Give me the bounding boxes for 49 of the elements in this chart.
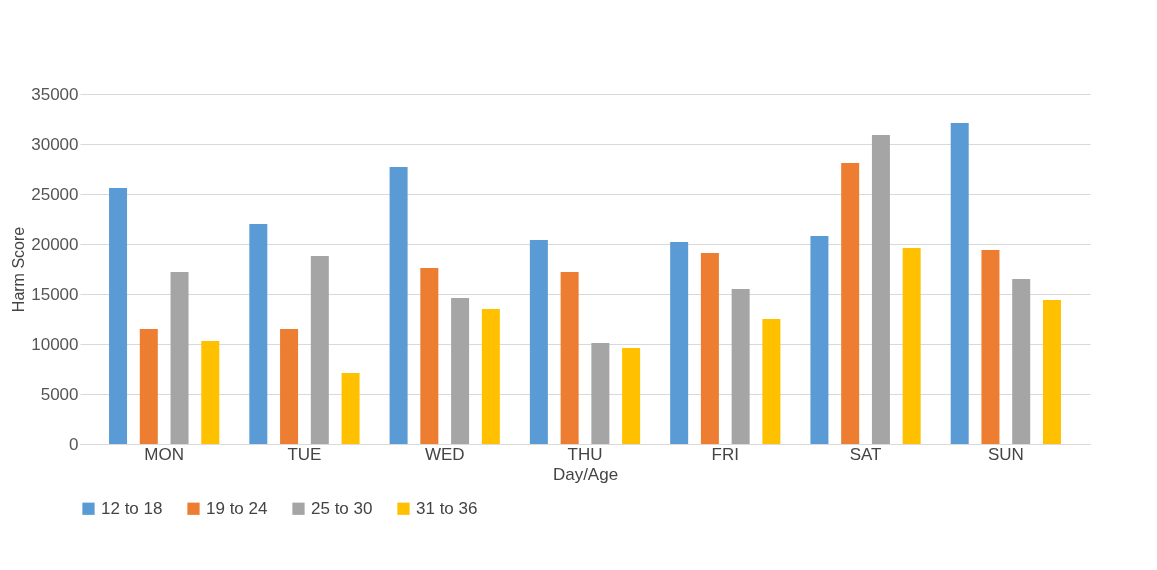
y-tick-label: 30000 xyxy=(31,134,79,154)
bar xyxy=(810,236,829,444)
x-tick-label: SAT xyxy=(849,444,882,464)
y-tick-label: 15000 xyxy=(31,284,79,304)
y-tick-label: 20000 xyxy=(31,234,79,254)
bar xyxy=(420,268,439,444)
x-tick-label: THU xyxy=(567,444,603,464)
bar xyxy=(389,167,408,444)
bar xyxy=(950,123,969,444)
bar xyxy=(591,343,610,444)
bar xyxy=(902,248,921,444)
legend-label: 12 to 18 xyxy=(101,498,163,518)
bar xyxy=(731,289,750,444)
x-tick-label: SUN xyxy=(987,444,1024,464)
y-tick-label: 35000 xyxy=(31,84,79,104)
bar xyxy=(622,348,641,444)
x-tick-label: FRI xyxy=(711,444,739,464)
bar xyxy=(280,329,299,444)
bar xyxy=(139,329,158,444)
bar xyxy=(451,298,470,444)
bar xyxy=(310,256,329,444)
bar xyxy=(700,253,719,444)
x-tick-label: TUE xyxy=(287,444,322,464)
bar xyxy=(871,135,890,444)
bar xyxy=(109,188,128,444)
legend-label: 31 to 36 xyxy=(416,498,478,518)
y-tick-label: 5000 xyxy=(40,384,79,404)
bar xyxy=(1012,279,1031,444)
y-tick-label: 10000 xyxy=(31,334,79,354)
x-axis-title: Day/Age xyxy=(552,464,619,484)
bar xyxy=(762,319,781,444)
y-axis-title: Harm Score xyxy=(10,226,28,313)
bar xyxy=(481,309,500,444)
bar xyxy=(201,341,220,444)
bar xyxy=(341,373,360,444)
bar xyxy=(170,272,189,444)
legend-label: 19 to 24 xyxy=(206,498,268,518)
bar xyxy=(560,272,579,444)
bar xyxy=(670,242,689,444)
x-tick-label: MON xyxy=(144,444,184,464)
y-tick-label: 25000 xyxy=(31,184,79,204)
bar xyxy=(841,163,860,444)
x-tick-label: WED xyxy=(424,444,465,464)
bar xyxy=(981,250,1000,444)
bar xyxy=(1042,300,1061,444)
bar xyxy=(529,240,548,444)
y-tick-label: 0 xyxy=(69,434,79,454)
bar xyxy=(249,224,268,444)
legend-label: 25 to 30 xyxy=(311,498,373,518)
